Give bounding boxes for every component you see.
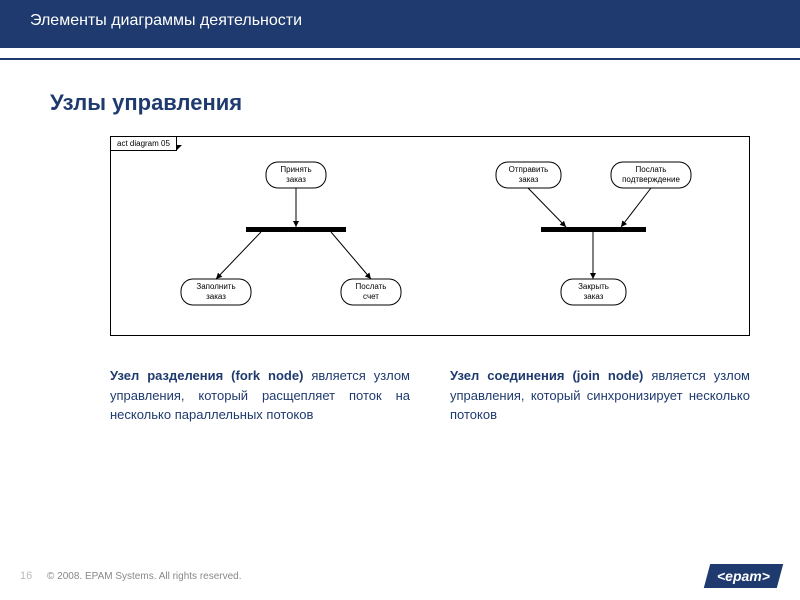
slide-title: Элементы диаграммы деятельности [30, 12, 302, 29]
edge [331, 232, 371, 279]
diagram-canvas: ПринятьзаказЗаполнитьзаказПослатьсчетОтп… [111, 137, 749, 335]
slide-header: Элементы диаграммы деятельности [0, 0, 800, 48]
node-label: Принять [280, 165, 311, 174]
footer: 16 © 2008. EPAM Systems. All rights rese… [0, 564, 800, 588]
node-label: Послать [356, 282, 387, 291]
edge [621, 188, 651, 227]
epam-logo: <epam> [704, 564, 783, 588]
descriptions: Узел разделения (fork node) является узл… [110, 366, 750, 425]
node-label: заказ [519, 175, 539, 184]
node-label: счет [363, 292, 379, 301]
node-label: Закрыть [578, 282, 609, 291]
node-label: заказ [206, 292, 226, 301]
node-label: Отправить [509, 165, 549, 174]
sync-bar [246, 227, 346, 232]
join-description: Узел соединения (join node) является узл… [450, 366, 750, 425]
sync-bar [541, 227, 646, 232]
edge [528, 188, 566, 227]
logo-text: <epam> [717, 568, 770, 584]
edge [216, 232, 261, 279]
footer-left: 16 © 2008. EPAM Systems. All rights rese… [20, 570, 242, 582]
subtitle: Узлы управления [50, 90, 800, 116]
node-label: Заполнить [196, 282, 235, 291]
copyright: © 2008. EPAM Systems. All rights reserve… [47, 571, 241, 582]
node-label: заказ [584, 292, 604, 301]
fork-description: Узел разделения (fork node) является узл… [110, 366, 410, 425]
node-label: заказ [286, 175, 306, 184]
join-term: Узел соединения (join node) [450, 368, 643, 383]
page-number: 16 [20, 570, 32, 582]
node-label: Послать [636, 165, 667, 174]
node-label: подтверждение [622, 175, 680, 184]
header-divider [0, 58, 800, 60]
fork-term: Узел разделения (fork node) [110, 368, 303, 383]
activity-diagram-frame: act diagram 05 ПринятьзаказЗаполнитьзака… [110, 136, 750, 336]
